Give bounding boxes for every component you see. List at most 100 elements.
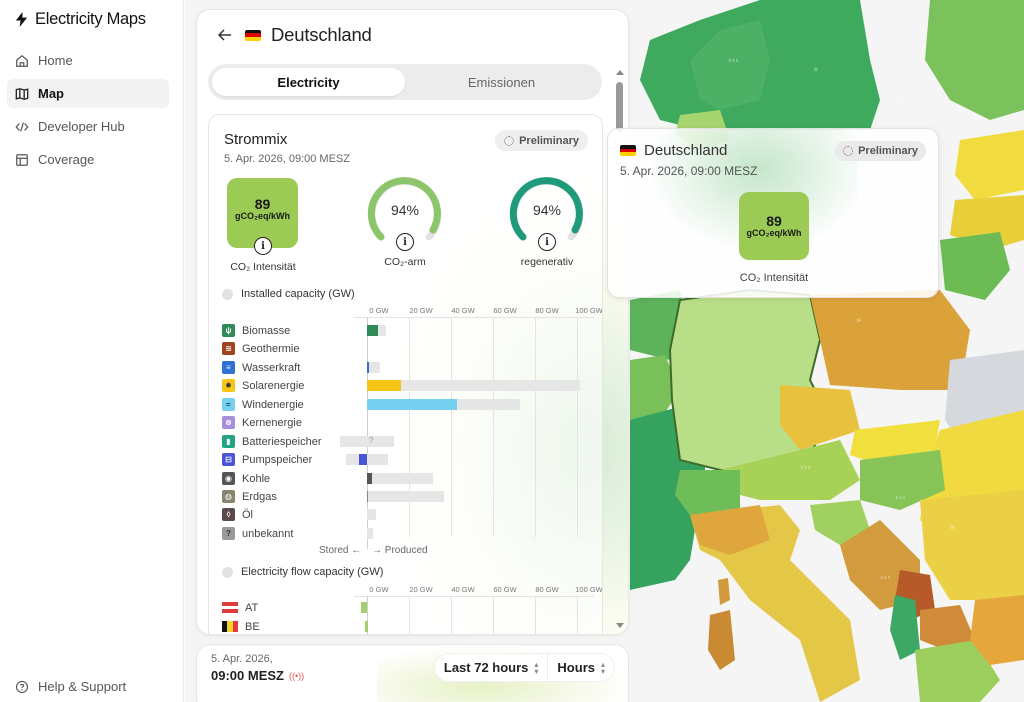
low-carbon-gauge: 94% [367,175,443,251]
source-row-geothermal[interactable]: ≋ Geothermie [222,341,299,356]
tab-electricity[interactable]: Electricity [212,68,405,96]
code-icon [15,121,29,132]
axis-tick: 100 GW [575,306,603,315]
brand-logo[interactable]: Electricity Maps [14,10,146,29]
brand-name: Electricity Maps [35,10,146,28]
capacity-bar [367,509,376,520]
resolution-select[interactable]: Hours ▴ ▾ [547,654,614,681]
source-row-battery[interactable]: ▮ Batteriespeicher [222,434,322,449]
renewable-gauge: 94% [509,175,585,251]
production-bar [367,362,369,373]
source-row-solar[interactable]: ✹ Solarenergie [222,378,304,393]
scroll-down-arrow-icon[interactable] [616,623,624,628]
source-row-wind[interactable]: ≈ Windenergie [222,397,304,412]
help-support-link[interactable]: Help & Support [7,672,169,701]
axis-tick: 80 GW [535,306,559,315]
badge-label: Preliminary [858,145,918,157]
help-circle-icon [15,680,29,693]
sidebar-item-label: Developer Hub [38,119,125,134]
sidebar-item-home[interactable]: Home [7,46,169,75]
source-row-biomass[interactable]: ψ Biomasse [222,323,290,338]
renewable-value: 94% [532,202,562,218]
timeline-time-label: 09:00 MESZ [211,668,284,683]
sidebar-item-coverage[interactable]: Coverage [7,145,169,174]
chevron-updown-icon: ▴ ▾ [534,659,539,676]
wind-icon: ≈ [222,398,235,411]
carbon-intensity-info-icon[interactable]: i [254,237,272,255]
biomass-icon: ψ [222,324,235,337]
source-label: Batteriespeicher [242,435,322,448]
svg-text:›››: ››› [894,93,905,103]
germany-flag-icon [245,29,261,41]
capacity-bar [340,436,394,447]
sidebar-item-developer-hub[interactable]: Developer Hub [7,112,169,141]
flow-row-be[interactable]: BE [222,619,260,634]
axis-tick: 60 GW [493,306,517,315]
pumped-storage-icon: ⊟ [222,453,235,466]
sidebar-item-label: Map [38,86,64,101]
back-button[interactable] [215,25,235,45]
installed-capacity-title: Installed capacity (GW) [241,288,355,300]
source-row-nuclear[interactable]: ⊗ Kernenergie [222,415,302,430]
scroll-up-arrow-icon[interactable] [616,70,624,75]
capacity-bar [367,473,433,484]
unknown-value-marker: ? [369,436,374,445]
scroll-thumb[interactable] [616,82,623,132]
low-carbon-gauge-ring [367,177,442,241]
country-label: BE [245,620,260,633]
source-row-hydro[interactable]: ≡ Wasserkraft [222,360,300,375]
flow-row-at[interactable]: AT [222,600,258,615]
coal-icon: ◉ [222,472,235,485]
stored-label: Stored ← [319,545,362,556]
svg-text:»: » [856,316,862,326]
tooltip-carbon-intensity-box: 89 gCO₂eq/kWh [739,192,809,260]
source-row-pumped-storage[interactable]: ⊟ Pumpspeicher [222,452,312,467]
source-row-oil[interactable]: ◊ Öl [222,507,253,522]
time-range-value: Last 72 hours [443,660,529,675]
grid-line [535,596,536,634]
sidebar-item-map[interactable]: Map [7,79,169,108]
source-row-unknown[interactable]: ? unbekannt [222,526,293,541]
zone-details-panel: Deutschland Electricity Emissionen Strom… [196,9,629,635]
storage-bar [359,454,367,465]
installed-capacity-toggle[interactable]: Installed capacity (GW) [222,288,355,300]
austria-flag-icon [222,602,238,614]
capacity-bar [367,528,373,539]
help-support-label: Help & Support [38,679,127,694]
toggle-dot-icon [222,566,233,578]
tooltip-title: Deutschland [644,142,728,159]
arrow-left-icon [217,29,231,41]
axis-tick: 0 GW [369,585,389,594]
unknown-icon: ? [222,527,235,540]
zone-title: Deutschland [271,24,372,45]
zero-line [367,317,368,549]
renewable-info-icon[interactable]: i [538,233,556,251]
flow-capacity-toggle[interactable]: Electricity flow capacity (GW) [222,566,383,578]
panel-header: Deutschland [215,24,372,46]
flow-bar [361,602,367,613]
germany-flag-icon [620,145,636,156]
low-carbon-info-icon[interactable]: i [396,233,414,251]
sidebar-item-label: Home [38,53,73,68]
preliminary-badge: Preliminary [495,130,588,151]
table-icon [16,153,28,166]
belgium-flag-icon [222,621,238,632]
timeline-time: 09:00 MESZ ((•)) [211,668,304,683]
renewable-label: regenerativ [520,256,574,268]
tab-emissions[interactable]: Emissionen [467,74,536,90]
toggle-dot-icon [222,288,233,300]
source-row-gas[interactable]: ◍ Erdgas [222,489,277,504]
tooltip-header: Deutschland [620,142,727,159]
svg-text:‹‹‹: ‹‹‹ [728,56,739,66]
source-row-coal[interactable]: ◉ Kohle [222,471,270,486]
production-bar [367,473,372,484]
tooltip-carbon-intensity-unit: gCO₂eq/kWh [746,228,802,238]
resolution-value: Hours [557,660,595,675]
panel-scrollbar[interactable] [615,68,625,628]
time-range-select[interactable]: Last 72 hours ▴ ▾ [435,654,548,681]
country-label: AT [245,601,259,614]
produced-label: → Produced [372,545,428,556]
hydro-icon: ≡ [222,361,235,374]
map-hover-tooltip: Deutschland 5. Apr. 2026, 09:00 MESZ Pre… [607,128,939,298]
